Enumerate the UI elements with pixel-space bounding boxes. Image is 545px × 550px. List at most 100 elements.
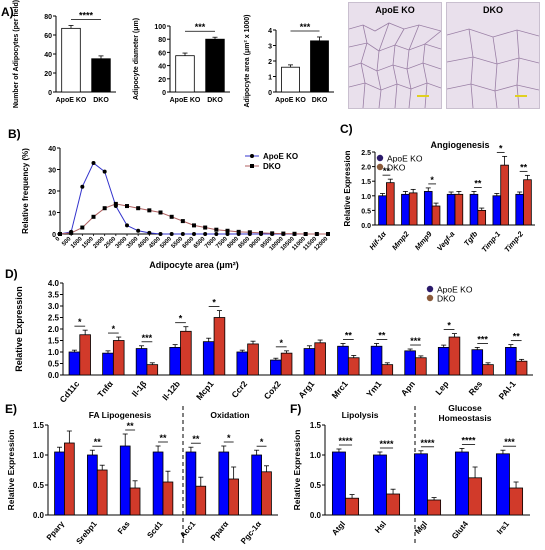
E-sig-label: ** [192,434,200,444]
E-bar-apoe-ko [152,451,164,516]
B-point-dko [259,230,263,235]
D-bar-dko [180,330,192,376]
A1-bar [61,27,81,93]
D-x-tick-label: Cox2 [262,379,283,402]
A2-y-tick-label: 100 [154,24,166,31]
D-y-tick-label: 1.0 [48,348,60,357]
C-sig-label: * [430,175,434,185]
E-section-title-oxidation: Oxidation [210,410,249,420]
B-point-dko [303,232,308,236]
B-point-dko [158,210,163,215]
B-point-apoe-ko [125,223,129,228]
D-bar-apoe-ko [102,352,114,376]
E-bar-dko [162,481,174,516]
C-x-tick-label: Mmp2 [390,229,411,252]
E-x-tick-label: Pparα [209,519,231,542]
D-y-tick-label: 0.0 [48,371,60,380]
A3-x-tick-label: ApoE KO [275,97,306,104]
E-y-tick-label: 1.5 [33,421,45,430]
B-y-tick-label: 10 [48,211,56,218]
B-point-dko [292,231,297,236]
micrograph-dko: DKO [446,2,540,109]
D-bar-apoe-ko [202,341,215,376]
A3-y-tick-label: 4 [268,28,272,35]
C-bar-dko [523,179,532,226]
D-bar-apoe-ko [270,359,282,376]
B-y-tick-label: 0 [52,232,56,239]
D-x-tick-label: Ym1 [364,379,383,399]
A1-y-tick-label: 0 [48,90,52,97]
D-bar-dko [448,336,461,376]
D-sig-label: * [112,324,116,334]
panel-label-e: E) [5,402,17,416]
B-point-dko [236,229,241,234]
D-legend-label: DKO [437,294,456,304]
D-bar-apoe-ko [505,346,517,376]
A2-y-tick-label: 20 [158,77,166,84]
C-x-tick-label: Hif-1α [367,229,388,251]
B-legend-label: ApoE KO [263,152,298,161]
D-y-tick-label: 3.0 [48,302,60,311]
D-bar-dko [314,342,326,376]
A3-y-axis-label: Adipocyte area (μm² x 1000) [244,15,251,108]
D-sig-label: * [179,314,183,324]
C-bar-dko [431,205,441,226]
E-bar-dko [129,487,141,516]
F-x-tick-label: Mgl [413,520,429,536]
B-point-dko [102,206,107,211]
B-legend-marker [250,164,254,168]
B-point-dko [214,227,219,232]
B-point-dko [203,225,208,230]
B-point-apoe-ko [80,184,85,189]
A2-x-tick-label: DKO [207,97,223,104]
F-bar-dko [427,499,442,516]
A2-y-tick-label: 60 [158,50,166,57]
D-bar-dko [515,360,528,376]
C-x-tick-label: Tgfb [462,229,480,248]
panel-label-f: F) [290,402,301,416]
A3-y-tick-label: 2 [268,59,272,66]
B-point-dko [69,230,74,235]
C-legend-marker [376,163,384,171]
E-bar-apoe-ko [87,454,98,516]
B-point-dko [80,225,85,230]
E-bar-apoe-ko [185,451,197,516]
A1-bar [91,58,111,93]
D-bar-apoe-ko [370,345,383,376]
C-bar-apoe-ko [469,193,479,226]
B-point-dko [113,201,118,206]
B-y-tick-label: 40 [48,146,56,153]
A3-bar [310,40,329,93]
D-y-tick-label: 2.5 [48,314,60,323]
F-section-title-homeostasis: Homeostasis [439,413,492,423]
C-bar-dko [386,182,395,226]
D-sig-label: ** [513,332,521,342]
micrograph-label-dko: DKO [483,5,503,15]
F-x-tick-label: Atgl [330,520,347,538]
A2-y-axis-label: Adipocyte diameter (μm) [133,18,140,100]
B-point-dko [270,231,275,236]
E-y-tick-label: 0.0 [33,511,45,520]
B-point-dko [225,228,230,233]
D-bar-dko [79,334,91,376]
D-y-tick-label: 1.5 [48,337,60,346]
B-point-dko [169,214,174,219]
E-bar-dko [261,471,272,516]
E-bar-dko [195,485,207,516]
B-point-dko [147,208,152,213]
B-point-dko [125,204,129,209]
C-x-tick-label: Timp-2 [502,229,525,254]
C-bar-apoe-ko [446,193,456,226]
B-legend-label: DKO [263,162,281,171]
F-section-title-glucose: Glucose [448,403,482,413]
F-bar-dko [386,493,401,516]
B-x-tick-label: 0 [55,236,62,243]
B-legend-marker [250,154,254,158]
D-bar-dko [347,357,360,376]
C-sig-label: ** [383,166,391,176]
B-point-dko [281,231,286,236]
A1-x-tick-label: ApoE KO [56,97,87,104]
D-x-tick-label: Il-12b [160,379,182,402]
D-sig-label: * [212,298,216,308]
